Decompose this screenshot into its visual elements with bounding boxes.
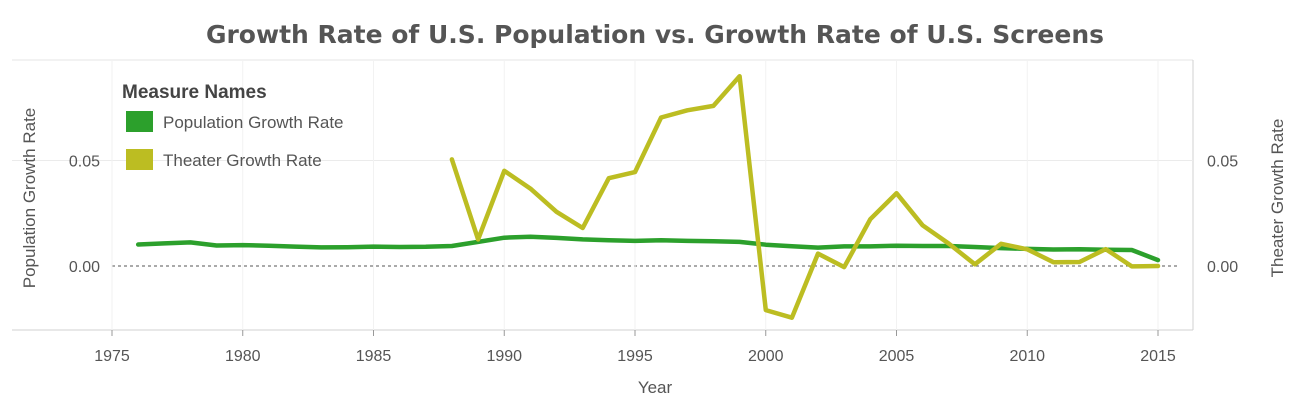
y-tick-label-right: 0.05 (1207, 154, 1238, 171)
x-tick-label: 1975 (94, 348, 130, 365)
y-tick-label-left: 0.05 (69, 154, 100, 171)
x-tick-label: 1980 (225, 348, 261, 365)
series-lines (135, 74, 1161, 320)
x-axis-ticks: 1975 1980 1985 1990 1995 2000 2005 2010 2015 (94, 330, 1176, 365)
series-line-population-growth-rate (135, 234, 1161, 263)
x-tick-label: 2010 (1009, 348, 1045, 365)
y-axis-label-left: Population Growth Rate (20, 108, 39, 289)
x-tick-label: 2005 (879, 348, 915, 365)
legend-swatch-population (126, 111, 153, 132)
legend-title: Measure Names (122, 82, 267, 103)
series-line-theater-growth-rate (449, 74, 1161, 320)
chart-title: Growth Rate of U.S. Population vs. Growt… (206, 20, 1104, 49)
y-axis-ticks: 0.00 0.00 0.05 0.05 (69, 154, 1238, 277)
plot-frame (12, 59, 1194, 331)
x-tick-label: 1990 (486, 348, 522, 365)
y-axis-label-right: Theater Growth Rate (1268, 119, 1287, 278)
x-axis-label: Year (638, 378, 673, 397)
x-tick-label: 1995 (617, 348, 653, 365)
y-tick-label-right: 0.00 (1207, 259, 1238, 276)
legend-swatch-theater (126, 149, 153, 170)
legend-label-theater: Theater Growth Rate (163, 151, 322, 170)
y-tick-label-left: 0.00 (69, 259, 100, 276)
legend: Measure Names Population Growth Rate The… (122, 82, 344, 170)
x-tick-label: 2015 (1140, 348, 1176, 365)
legend-label-population: Population Growth Rate (163, 113, 344, 132)
x-tick-label: 1985 (356, 348, 392, 365)
x-tick-label: 2000 (748, 348, 784, 365)
